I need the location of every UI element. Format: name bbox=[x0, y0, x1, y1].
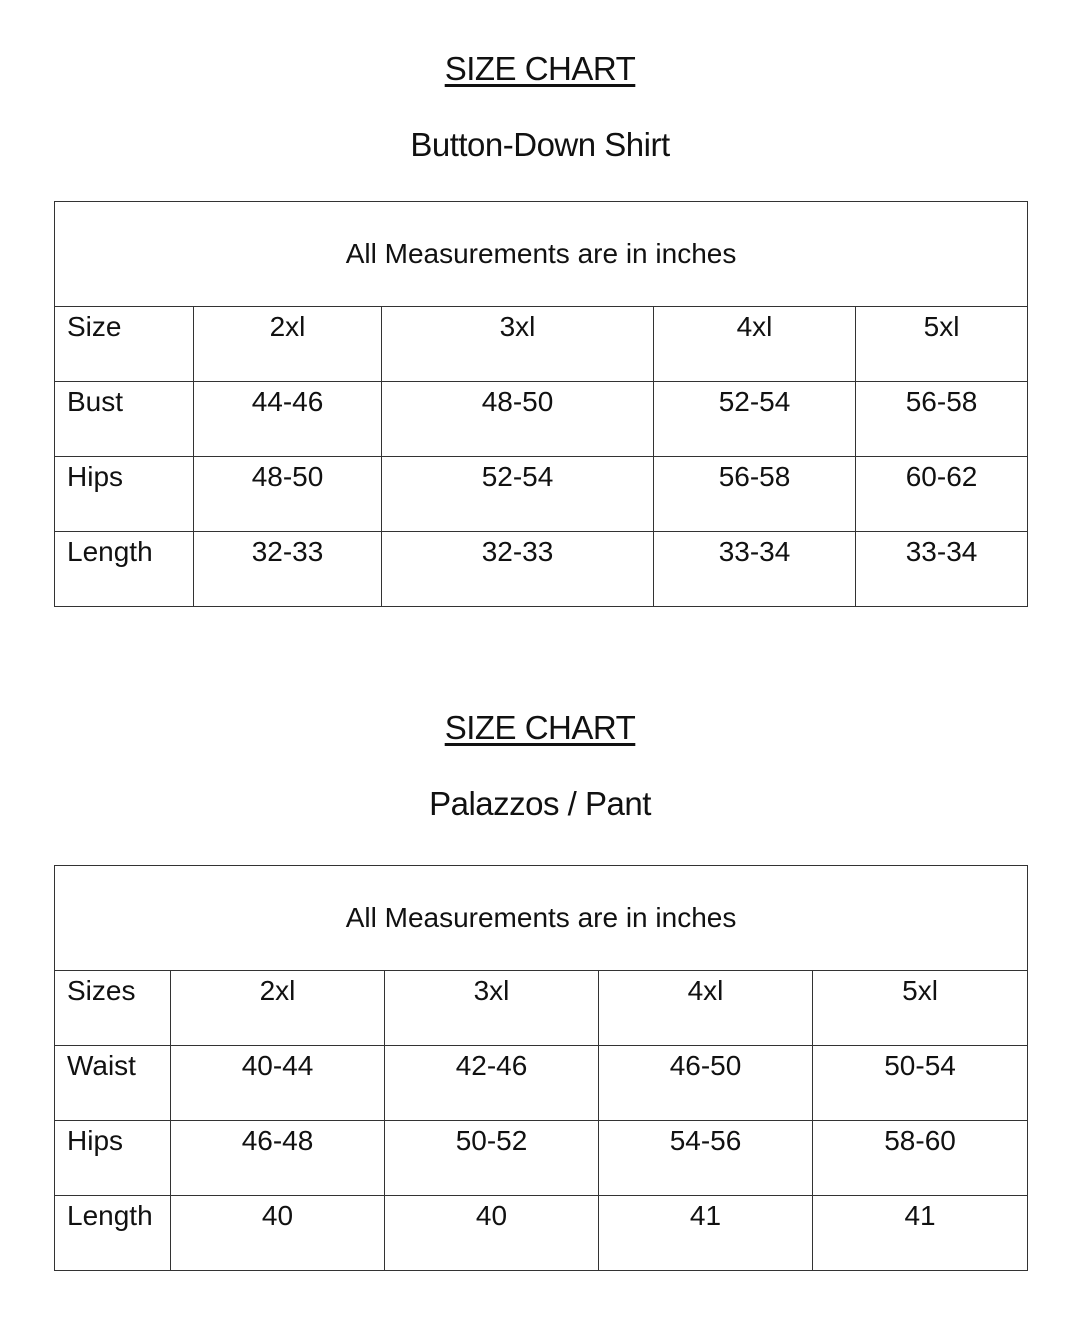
cell: 48-50 bbox=[193, 456, 382, 532]
table-row: Size 2xl 3xl 4xl 5xl bbox=[54, 306, 1029, 382]
cell: 46-50 bbox=[598, 1045, 813, 1121]
table-row: Waist 40-44 42-46 46-50 50-54 bbox=[54, 1045, 1029, 1121]
table-row: Hips 46-48 50-52 54-56 58-60 bbox=[54, 1120, 1029, 1196]
cell: 56-58 bbox=[854, 381, 1029, 457]
cell: 42-46 bbox=[384, 1045, 599, 1121]
cell: 60-62 bbox=[854, 456, 1029, 532]
size-header: 2xl bbox=[170, 970, 385, 1046]
cell: 44-46 bbox=[193, 381, 382, 457]
size-header: 3xl bbox=[384, 970, 599, 1046]
cell: 50-54 bbox=[811, 1045, 1029, 1121]
row-label: Waist bbox=[54, 1045, 171, 1121]
row-label: Hips bbox=[54, 1120, 171, 1196]
table-row: Hips 48-50 52-54 56-58 60-62 bbox=[54, 456, 1029, 532]
size-header: 5xl bbox=[854, 306, 1029, 382]
cell: 50-52 bbox=[384, 1120, 599, 1196]
cell: 32-33 bbox=[193, 531, 382, 607]
cell: 54-56 bbox=[598, 1120, 813, 1196]
row-label: Hips bbox=[54, 456, 194, 532]
size-header: 4xl bbox=[598, 970, 813, 1046]
cell: 33-34 bbox=[653, 531, 856, 607]
measurement-note: All Measurements are in inches bbox=[53, 201, 1029, 307]
cell: 32-33 bbox=[381, 531, 654, 607]
chart-title: SIZE CHART bbox=[444, 709, 636, 746]
table-row: Sizes 2xl 3xl 4xl 5xl bbox=[54, 970, 1029, 1046]
cell: 40 bbox=[384, 1195, 599, 1271]
table-row: Length 32-33 32-33 33-34 33-34 bbox=[54, 531, 1029, 607]
cell: 46-48 bbox=[170, 1120, 385, 1196]
cell: 41 bbox=[598, 1195, 813, 1271]
cell: 40 bbox=[170, 1195, 385, 1271]
cell: 58-60 bbox=[811, 1120, 1029, 1196]
cell: 41 bbox=[811, 1195, 1029, 1271]
size-header: 5xl bbox=[811, 970, 1029, 1046]
row-label: Size bbox=[54, 306, 194, 382]
pant-size-table: All Measurements are in inches Sizes 2xl… bbox=[53, 865, 1029, 1271]
cell: 48-50 bbox=[381, 381, 654, 457]
row-label: Length bbox=[54, 531, 194, 607]
size-header: 2xl bbox=[193, 306, 382, 382]
table-row: Bust 44-46 48-50 52-54 56-58 bbox=[54, 381, 1029, 457]
cell: 40-44 bbox=[170, 1045, 385, 1121]
measurement-note: All Measurements are in inches bbox=[53, 865, 1029, 971]
shirt-size-table: All Measurements are in inches Size 2xl … bbox=[53, 201, 1029, 607]
chart-title: SIZE CHART bbox=[444, 50, 636, 87]
row-label: Length bbox=[54, 1195, 171, 1271]
cell: 56-58 bbox=[653, 456, 856, 532]
chart-subtitle: Palazzos / Pant bbox=[429, 785, 651, 822]
chart-subtitle: Button-Down Shirt bbox=[410, 126, 670, 163]
cell: 33-34 bbox=[854, 531, 1029, 607]
table-row: Length 40 40 41 41 bbox=[54, 1195, 1029, 1271]
cell: 52-54 bbox=[381, 456, 654, 532]
row-label: Sizes bbox=[54, 970, 171, 1046]
size-header: 3xl bbox=[381, 306, 654, 382]
cell: 52-54 bbox=[653, 381, 856, 457]
size-header: 4xl bbox=[653, 306, 856, 382]
row-label: Bust bbox=[54, 381, 194, 457]
